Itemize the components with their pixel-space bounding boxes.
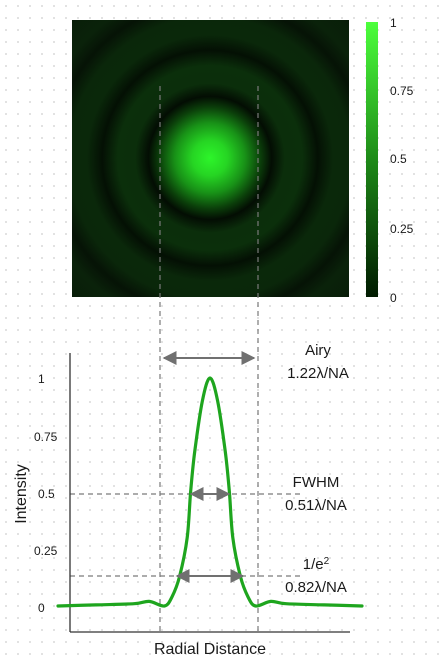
y-tick-0-25: 0.25 (34, 544, 58, 558)
plot-axes (69, 353, 350, 633)
guide-lines (70, 86, 300, 632)
colorbar-tick-0-5: 0.5 (390, 152, 407, 166)
x-axis-label: Radial Distance (154, 641, 266, 658)
annotation-e2: 1/e2 0.82λ/NA (285, 556, 347, 597)
colorbar-tick-1: 1 (390, 16, 397, 30)
intensity-profile-line (56, 376, 364, 608)
annotation-fwhm: FWHM 0.51λ/NA (285, 474, 347, 514)
airy-disk-image (72, 20, 349, 297)
y-tick-0: 0 (38, 601, 45, 615)
y-tick-0-75: 0.75 (34, 430, 58, 444)
annotation-fwhm-value: 0.51λ/NA (285, 497, 347, 514)
colorbar-tick-0-25: 0.25 (390, 222, 414, 236)
width-arrows (162, 351, 256, 583)
colorbar-tick-0-75: 0.75 (390, 84, 414, 98)
annotation-e2-value: 0.82λ/NA (285, 579, 347, 596)
y-axis-label: Intensity (13, 464, 30, 524)
annotation-fwhm-name: FWHM (293, 474, 340, 491)
annotation-airy-name: Airy (305, 342, 331, 359)
annotation-airy-value: 1.22λ/NA (287, 365, 349, 382)
colorbar-gradient (366, 22, 378, 297)
annotation-airy: Airy 1.22λ/NA (287, 342, 349, 382)
y-tick-1: 1 (38, 372, 45, 386)
colorbar-tick-0: 0 (390, 291, 397, 305)
annotation-e2-name: 1/e2 (303, 556, 330, 574)
y-tick-labels: 1 0.75 0.5 0.25 0 (34, 372, 58, 615)
colorbar: 1 0.75 0.5 0.25 0 (366, 16, 414, 305)
y-tick-0-5: 0.5 (38, 487, 55, 501)
